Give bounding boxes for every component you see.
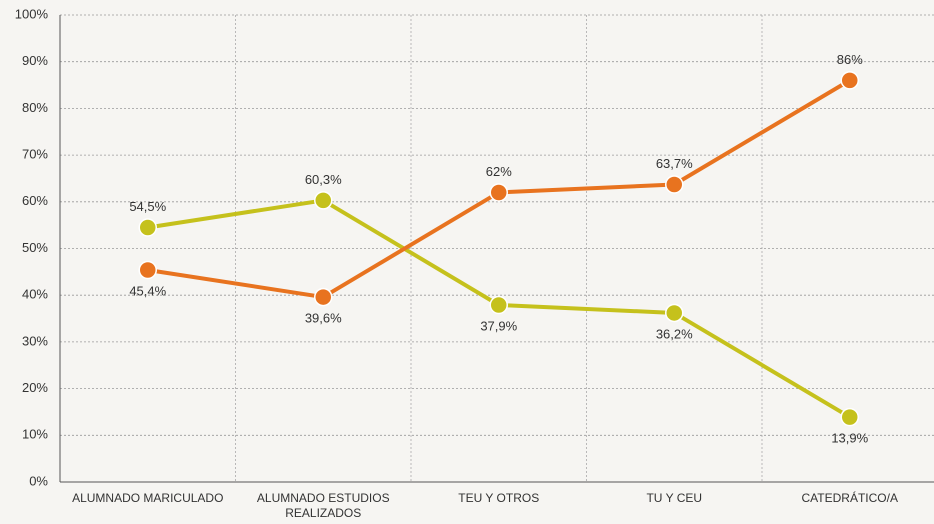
data-label: 62% [486, 164, 512, 179]
y-tick-label: 10% [22, 427, 48, 442]
y-tick-label: 90% [22, 53, 48, 68]
y-tick-label: 30% [22, 333, 48, 348]
point [665, 303, 684, 323]
point [138, 260, 157, 280]
data-label: 37,9% [480, 318, 517, 333]
point [840, 407, 859, 427]
x-tick-label: ALUMNADO MARICULADO [72, 491, 224, 505]
y-tick-label: 100% [15, 6, 49, 21]
x-tick-label: TEU Y OTROS [458, 491, 540, 505]
y-tick-label: 50% [22, 240, 48, 255]
point [314, 287, 333, 307]
data-label: 60,3% [305, 172, 342, 187]
point [840, 71, 859, 90]
y-tick-label: 70% [22, 147, 48, 162]
data-label: 86% [837, 52, 863, 67]
point [489, 183, 508, 202]
data-label: 63,7% [656, 156, 693, 171]
y-tick-label: 20% [22, 380, 48, 395]
x-tick-label: ALUMNADO ESTUDIOS REALIZADOS [256, 491, 390, 520]
data-label: 13,9% [831, 431, 868, 446]
data-label: 54,5% [129, 199, 166, 214]
point [314, 191, 333, 210]
x-tick-label: TU Y CEU [646, 491, 703, 505]
data-label: 39,6% [305, 311, 342, 326]
point [489, 295, 508, 315]
y-tick-label: 80% [22, 100, 48, 115]
point [138, 218, 157, 237]
point [665, 175, 684, 194]
data-label: 36,2% [656, 326, 693, 341]
x-tick-label: CATEDRÁTICO/A [801, 491, 898, 505]
data-label: 45,4% [129, 283, 166, 298]
y-tick-label: 0% [29, 473, 48, 488]
y-tick-label: 40% [22, 287, 48, 302]
y-tick-label: 60% [22, 193, 48, 208]
